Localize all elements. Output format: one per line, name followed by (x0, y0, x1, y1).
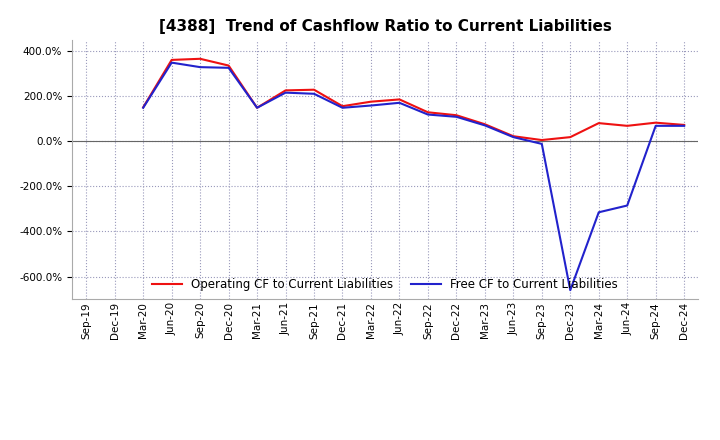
Operating CF to Current Liabilities (652, 120, 660, 125)
Operating CF to Current Liabilities (452, 113, 461, 118)
Operating CF to Current Liabilities (225, 63, 233, 68)
Operating CF to Current Liabilities (282, 88, 290, 93)
Operating CF to Current Liabilities (366, 99, 375, 104)
Free CF to Current Liabilities (452, 114, 461, 119)
Free CF to Current Liabilities (509, 135, 518, 140)
Free CF to Current Liabilities (623, 203, 631, 208)
Operating CF to Current Liabilities (395, 97, 404, 102)
Operating CF to Current Liabilities (423, 110, 432, 115)
Operating CF to Current Liabilities (310, 87, 318, 92)
Operating CF to Current Liabilities (509, 134, 518, 139)
Free CF to Current Liabilities (196, 65, 204, 70)
Free CF to Current Liabilities (338, 105, 347, 110)
Free CF to Current Liabilities (167, 60, 176, 65)
Free CF to Current Liabilities (395, 100, 404, 106)
Free CF to Current Liabilities (680, 123, 688, 128)
Operating CF to Current Liabilities (196, 56, 204, 62)
Legend: Operating CF to Current Liabilities, Free CF to Current Liabilities: Operating CF to Current Liabilities, Fre… (148, 273, 623, 296)
Free CF to Current Liabilities (595, 209, 603, 215)
Operating CF to Current Liabilities (623, 123, 631, 128)
Operating CF to Current Liabilities (566, 135, 575, 140)
Free CF to Current Liabilities (423, 112, 432, 117)
Free CF to Current Liabilities (652, 123, 660, 128)
Operating CF to Current Liabilities (139, 105, 148, 110)
Free CF to Current Liabilities (225, 65, 233, 70)
Title: [4388]  Trend of Cashflow Ratio to Current Liabilities: [4388] Trend of Cashflow Ratio to Curren… (159, 19, 611, 34)
Operating CF to Current Liabilities (537, 137, 546, 143)
Free CF to Current Liabilities (310, 91, 318, 96)
Operating CF to Current Liabilities (253, 105, 261, 110)
Operating CF to Current Liabilities (595, 121, 603, 126)
Free CF to Current Liabilities (566, 287, 575, 293)
Free CF to Current Liabilities (139, 105, 148, 110)
Free CF to Current Liabilities (366, 103, 375, 108)
Operating CF to Current Liabilities (680, 122, 688, 128)
Operating CF to Current Liabilities (338, 103, 347, 109)
Free CF to Current Liabilities (282, 90, 290, 95)
Line: Free CF to Current Liabilities: Free CF to Current Liabilities (143, 62, 684, 290)
Free CF to Current Liabilities (537, 141, 546, 147)
Operating CF to Current Liabilities (480, 121, 489, 127)
Free CF to Current Liabilities (480, 123, 489, 128)
Free CF to Current Liabilities (253, 105, 261, 110)
Operating CF to Current Liabilities (167, 57, 176, 62)
Line: Operating CF to Current Liabilities: Operating CF to Current Liabilities (143, 59, 684, 140)
